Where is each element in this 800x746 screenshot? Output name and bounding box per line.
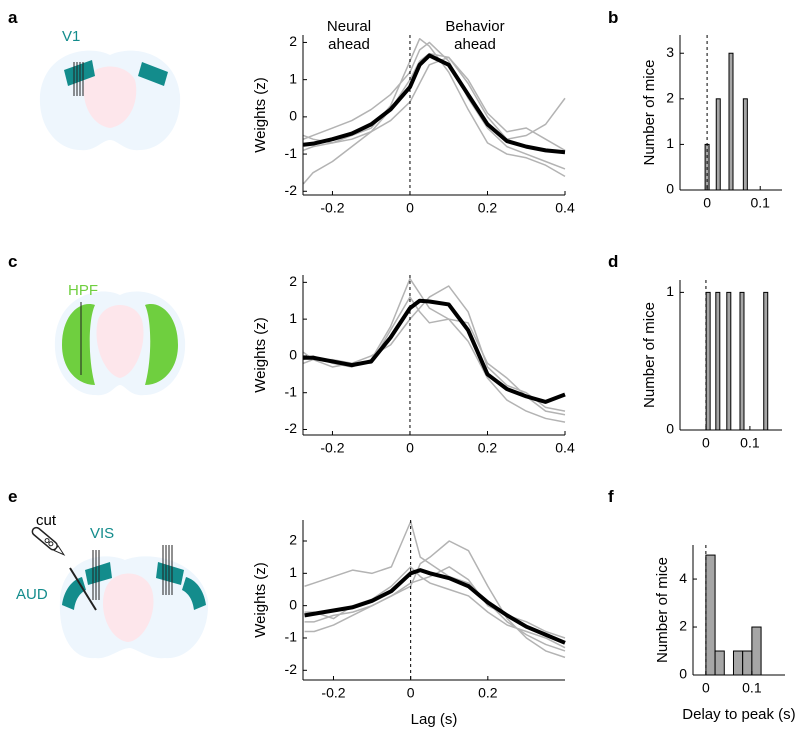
y-tick-label: 3: [666, 44, 674, 60]
y-tick-label: 1: [289, 310, 297, 326]
y-tick-label: 0: [289, 108, 297, 124]
bar: [705, 291, 711, 431]
y-tick-label: -1: [285, 629, 298, 645]
brain-diagram: [31, 526, 209, 659]
x-tick-label: 0.2: [478, 200, 498, 216]
mean-line: [304, 568, 566, 645]
y-tick-label: -1: [285, 145, 298, 161]
y-tick-label: 1: [289, 564, 297, 580]
x-tick-label: 0.1: [750, 195, 770, 211]
x-tick-label: -0.2: [320, 200, 344, 216]
panel-label: f: [608, 487, 614, 506]
brain-diagram: [54, 291, 186, 396]
x-tick-label: 0.2: [478, 440, 498, 456]
trace-line: [302, 52, 566, 185]
y-tick-label: 2: [289, 532, 297, 548]
bar: [742, 650, 753, 676]
trace-line: [304, 540, 566, 659]
x-tick-label: 0.1: [742, 680, 762, 696]
bar: [714, 650, 725, 676]
x-tick-label: 0.2: [478, 685, 498, 701]
panel-label: b: [608, 8, 619, 27]
brain-diagram: [39, 50, 181, 151]
trace-line: [303, 37, 566, 178]
y-tick-label: -2: [285, 420, 298, 436]
y-tick-label: 0: [289, 347, 297, 363]
trace-line: [303, 56, 566, 152]
mean-line: [303, 298, 566, 404]
bar: [705, 554, 716, 676]
x-tick-label: 0: [406, 200, 414, 216]
bar: [739, 291, 745, 431]
mean-line: [303, 53, 566, 155]
y-tick-label: -2: [285, 182, 298, 198]
y-tick-label: 2: [289, 273, 297, 289]
bar: [742, 98, 748, 191]
y-axis-label: Number of mice: [641, 60, 658, 166]
y-tick-label: 0: [666, 181, 674, 197]
x-tick-label: 0: [702, 680, 710, 696]
bar: [728, 52, 734, 191]
trace-line: [303, 277, 566, 423]
trace-line: [304, 566, 566, 649]
x-tick-label: 0: [407, 685, 415, 701]
panel-label: e: [8, 487, 18, 506]
x-tick-label: 0: [406, 440, 414, 456]
y-axis-label: Weights (z): [252, 317, 269, 393]
bar: [732, 650, 744, 676]
y-axis-label: Number of mice: [654, 557, 671, 663]
region-label: AUD: [16, 586, 48, 603]
region-label: VIS: [90, 525, 115, 542]
x-tick-label: 0.4: [555, 440, 575, 456]
trace-line: [304, 566, 566, 639]
y-tick-label: -1: [285, 383, 298, 399]
x-tick-label: 0.4: [555, 200, 575, 216]
y-tick-label: 0: [289, 596, 297, 612]
x-tick-label: 0: [702, 435, 710, 451]
y-tick-label: 4: [679, 570, 687, 586]
x-tick-label: -0.2: [320, 440, 344, 456]
trace-line: [302, 285, 566, 412]
region-label: V1: [62, 28, 81, 45]
bar: [751, 626, 762, 676]
x-tick-label: 0: [703, 195, 711, 211]
y-tick-label: 1: [289, 70, 297, 86]
trace-line: [303, 41, 566, 170]
annotation: Neural ahead: [326, 18, 372, 53]
bar: [715, 98, 721, 191]
y-tick-label: 2: [679, 618, 687, 634]
y-tick-label: 0: [666, 421, 674, 437]
cut-label: cut: [36, 512, 57, 529]
y-tick-label: 0: [679, 666, 687, 682]
x-tick-label: -0.2: [321, 685, 345, 701]
panel-label: c: [8, 252, 18, 271]
x-axis-label: Lag (s): [411, 711, 458, 728]
region-label: HPF: [68, 282, 98, 299]
panel-label: a: [8, 8, 18, 27]
y-tick-label: 1: [666, 283, 674, 299]
y-tick-label: 2: [666, 90, 674, 106]
y-tick-label: -2: [285, 661, 298, 677]
y-axis-label: Number of mice: [641, 302, 658, 408]
panel-label: d: [608, 252, 619, 271]
y-tick-label: 2: [289, 33, 297, 49]
x-tick-label: 0.1: [740, 435, 760, 451]
y-tick-label: 1: [666, 135, 674, 151]
annotation: Behavior ahead: [445, 18, 505, 53]
y-axis-label: Weights (z): [252, 562, 269, 638]
x-axis-label: Delay to peak (s): [682, 706, 795, 723]
bar: [726, 291, 732, 431]
bar: [763, 291, 769, 431]
y-axis-label: Weights (z): [252, 77, 269, 153]
bar: [715, 291, 721, 431]
